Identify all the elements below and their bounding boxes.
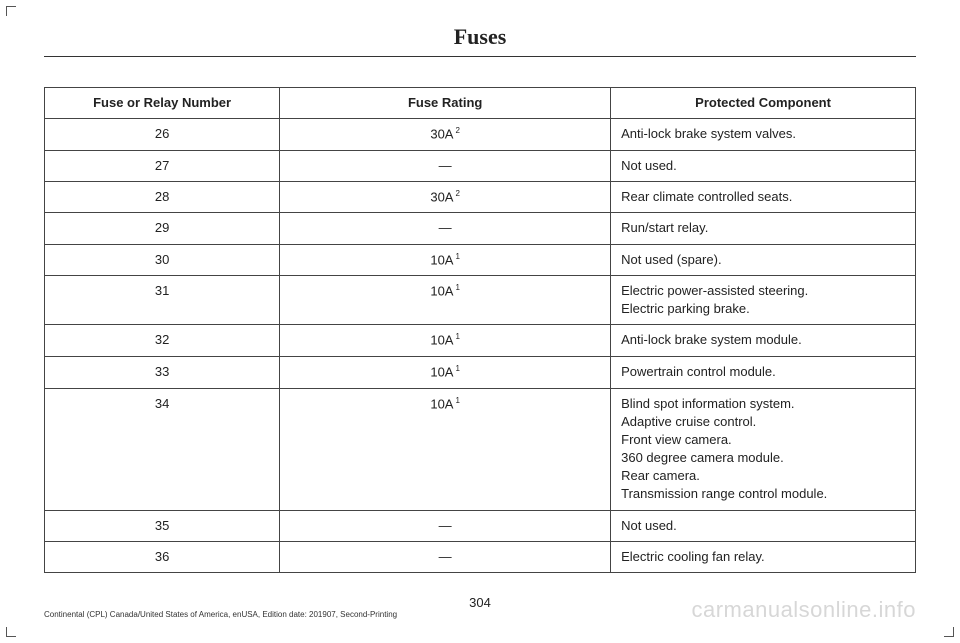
component-line: Adaptive cruise control. [621, 413, 905, 431]
protected-component: Anti-lock brake system module. [611, 325, 916, 357]
table-row: 3010A1 Not used (spare). [45, 244, 916, 276]
protected-component: Anti-lock brake system valves. [611, 119, 916, 151]
component-line: Transmission range control module. [621, 485, 905, 503]
component-line: Electric power-assisted steering. [621, 282, 905, 300]
footer-text: Continental (CPL) Canada/United States o… [44, 610, 397, 619]
fuse-rating: 10A1 [280, 357, 611, 389]
fuse-rating: — [280, 213, 611, 244]
protected-component: Not used. [611, 150, 916, 181]
component-line: Anti-lock brake system module. [621, 331, 905, 349]
component-line: Powertrain control module. [621, 363, 905, 381]
protected-component: Not used. [611, 510, 916, 541]
col-header-component: Protected Component [611, 88, 916, 119]
fuse-rating-sup: 1 [455, 283, 459, 292]
fuses-table: Fuse or Relay Number Fuse Rating Protect… [44, 87, 916, 573]
table-row: 2630A2 Anti-lock brake system valves. [45, 119, 916, 151]
fuse-rating: — [280, 510, 611, 541]
fuse-number: 28 [45, 181, 280, 213]
fuse-number: 32 [45, 325, 280, 357]
table-row: 29— Run/start relay. [45, 213, 916, 244]
component-line: Rear camera. [621, 467, 905, 485]
col-header-number: Fuse or Relay Number [45, 88, 280, 119]
table-row: 3210A1 Anti-lock brake system module. [45, 325, 916, 357]
page-title: Fuses [44, 24, 916, 50]
component-line: Not used (spare). [621, 251, 905, 269]
fuse-number: 26 [45, 119, 280, 151]
fuse-rating-sup: 2 [455, 126, 459, 135]
protected-component: Rear climate controlled seats. [611, 181, 916, 213]
fuse-rating-sup: 1 [455, 252, 459, 261]
fuse-number: 30 [45, 244, 280, 276]
fuse-rating: 30A2 [280, 181, 611, 213]
crop-mark [6, 6, 16, 16]
protected-component: Electric cooling fan relay. [611, 541, 916, 572]
protected-component: Blind spot information system.Adaptive c… [611, 388, 916, 510]
component-line: Blind spot information system. [621, 395, 905, 413]
protected-component: Not used (spare). [611, 244, 916, 276]
fuse-rating: 30A2 [280, 119, 611, 151]
table-row: 35— Not used. [45, 510, 916, 541]
table-row: 3110A1Electric power-assisted steering.E… [45, 276, 916, 325]
component-line: Electric parking brake. [621, 300, 905, 318]
fuse-rating: 10A1 [280, 325, 611, 357]
fuse-rating-sup: 1 [455, 332, 459, 341]
fuse-rating-sup: 1 [455, 396, 459, 405]
fuse-number: 27 [45, 150, 280, 181]
protected-component: Electric power-assisted steering.Electri… [611, 276, 916, 325]
component-line: Front view camera. [621, 431, 905, 449]
component-line: Electric cooling fan relay. [621, 548, 905, 566]
fuse-rating-sup: 1 [455, 364, 459, 373]
watermark: carmanualsonline.info [691, 597, 916, 623]
table-header-row: Fuse or Relay Number Fuse Rating Protect… [45, 88, 916, 119]
fuse-number: 33 [45, 357, 280, 389]
component-line: Run/start relay. [621, 219, 905, 237]
title-rule [44, 56, 916, 57]
table-row: 3310A1 Powertrain control module. [45, 357, 916, 389]
component-line: Not used. [621, 517, 905, 535]
fuse-rating: 10A1 [280, 244, 611, 276]
fuse-number: 35 [45, 510, 280, 541]
fuse-number: 31 [45, 276, 280, 325]
component-line: Rear climate controlled seats. [621, 188, 905, 206]
table-row: 2830A2 Rear climate controlled seats. [45, 181, 916, 213]
fuse-rating: — [280, 541, 611, 572]
crop-mark [6, 627, 16, 637]
component-line: Anti-lock brake system valves. [621, 125, 905, 143]
protected-component: Run/start relay. [611, 213, 916, 244]
table-row: 3410A1Blind spot information system.Adap… [45, 388, 916, 510]
crop-mark [944, 627, 954, 637]
fuse-number: 29 [45, 213, 280, 244]
fuse-number: 36 [45, 541, 280, 572]
fuse-rating-sup: 2 [455, 189, 459, 198]
fuse-rating: 10A1 [280, 388, 611, 510]
protected-component: Powertrain control module. [611, 357, 916, 389]
fuse-number: 34 [45, 388, 280, 510]
fuse-rating: 10A1 [280, 276, 611, 325]
page: Fuses Fuse or Relay Number Fuse Rating P… [0, 0, 960, 643]
table-row: 27— Not used. [45, 150, 916, 181]
table-row: 36— Electric cooling fan relay. [45, 541, 916, 572]
component-line: Not used. [621, 157, 905, 175]
component-line: 360 degree camera module. [621, 449, 905, 467]
fuse-rating: — [280, 150, 611, 181]
col-header-rating: Fuse Rating [280, 88, 611, 119]
